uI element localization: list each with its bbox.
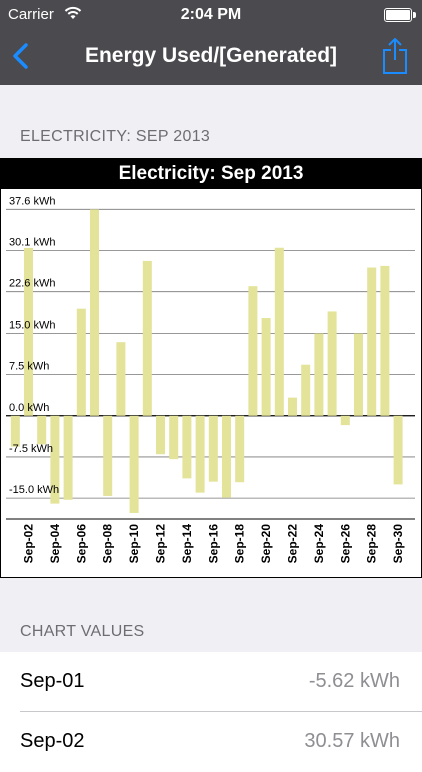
chart-section-header: ELECTRICITY: SEP 2013	[20, 128, 211, 145]
y-tick-label: -15.0 kWh	[9, 484, 59, 496]
x-tick-label: Sep-06	[74, 524, 88, 564]
chart-title: Electricity: Sep 2013	[1, 159, 421, 189]
x-tick-label: Sep-08	[101, 524, 115, 564]
x-tick-label: Sep-12	[154, 524, 168, 564]
bar-sep-13	[169, 415, 179, 460]
bar-sep-15	[195, 415, 205, 493]
status-bar: Carrier 2:04 PM	[0, 0, 422, 30]
row-date: Sep-01	[20, 670, 85, 692]
bar-sep-17	[222, 415, 231, 498]
bar-sep-23	[301, 364, 311, 416]
x-tick-label: Sep-20	[259, 524, 273, 564]
bar-sep-26	[340, 415, 350, 426]
x-tick-label: Sep-22	[286, 524, 300, 564]
bar-sep-28	[367, 267, 377, 416]
x-tick-label: Sep-04	[48, 524, 62, 564]
row-separator	[20, 711, 422, 712]
y-tick-label: 0.0 kWh	[9, 402, 49, 414]
bar-sep-24	[314, 333, 324, 416]
bar-sep-19	[248, 286, 258, 416]
bar-sep-02	[24, 247, 33, 416]
row-date: Sep-02	[20, 730, 85, 752]
bar-sep-18	[235, 415, 245, 483]
bar-sep-09	[116, 342, 126, 416]
bar-sep-20	[261, 318, 271, 416]
bar-sep-03	[37, 415, 47, 445]
status-time: 2:04 PM	[180, 6, 242, 23]
bar-sep-14	[182, 415, 192, 479]
x-tick-label: Sep-16	[206, 524, 220, 564]
row-value: 30.57 kWh	[304, 730, 400, 752]
x-tick-label: Sep-02	[22, 524, 36, 564]
wifi-icon	[64, 6, 82, 19]
bar-sep-11	[142, 260, 152, 416]
bar-sep-30	[393, 415, 403, 485]
bar-sep-27	[354, 333, 363, 416]
chart-value-row[interactable]: Sep-02 30.57 kWh	[0, 712, 422, 772]
share-icon[interactable]	[380, 36, 410, 76]
bar-sep-04	[50, 415, 60, 504]
navigation-bar: Energy Used/[Generated]	[0, 30, 422, 85]
bar-sep-06	[76, 308, 86, 416]
row-value: -5.62 kWh	[308, 670, 400, 692]
bar-sep-12	[156, 415, 165, 455]
x-tick-label: Sep-24	[312, 524, 326, 564]
y-tick-label: -7.5 kWh	[9, 443, 53, 455]
x-tick-label: Sep-10	[127, 524, 141, 564]
x-tick-label: Sep-26	[338, 524, 352, 564]
bar-sep-21	[274, 247, 284, 416]
bar-chart-plot: -15.0 kWh -7.5 kWh 0.0 kWh 7.5 kWh 15.0 kWh 2…	[6, 195, 415, 564]
bar-sep-01	[10, 415, 20, 447]
x-tick-label: Sep-18	[233, 524, 247, 564]
bar-sep-05	[63, 415, 73, 500]
bar-sep-07	[90, 209, 99, 416]
battery-icon	[384, 8, 416, 22]
electricity-chart: Electricity: Sep 2013 -15.0 kWh -7.5 kWh 0…	[0, 158, 422, 578]
chart-value-row[interactable]: Sep-01 -5.62 kWh	[0, 652, 422, 712]
y-tick-label: 37.6 kWh	[9, 195, 55, 207]
y-tick-label: 22.6 kWh	[9, 278, 55, 290]
x-tick-label: Sep-30	[391, 524, 405, 564]
y-tick-label: 15.0 kWh	[9, 319, 55, 331]
bar-sep-10	[129, 415, 139, 513]
bar-sep-22	[288, 397, 297, 416]
carrier-label: Carrier	[8, 6, 54, 23]
bar-sep-08	[103, 415, 113, 496]
bar-sep-16	[208, 415, 218, 482]
bar-sep-25	[327, 311, 337, 416]
x-tick-label: Sep-14	[180, 524, 194, 564]
nav-title: Energy Used/[Generated]	[84, 44, 338, 67]
back-chevron-icon[interactable]	[8, 40, 36, 72]
values-section-header: CHART VALUES	[20, 623, 145, 640]
y-tick-label: 7.5 kWh	[9, 361, 49, 373]
bar-sep-29	[380, 265, 390, 416]
x-tick-label: Sep-28	[365, 524, 379, 564]
y-tick-label: 30.1 kWh	[9, 236, 55, 248]
